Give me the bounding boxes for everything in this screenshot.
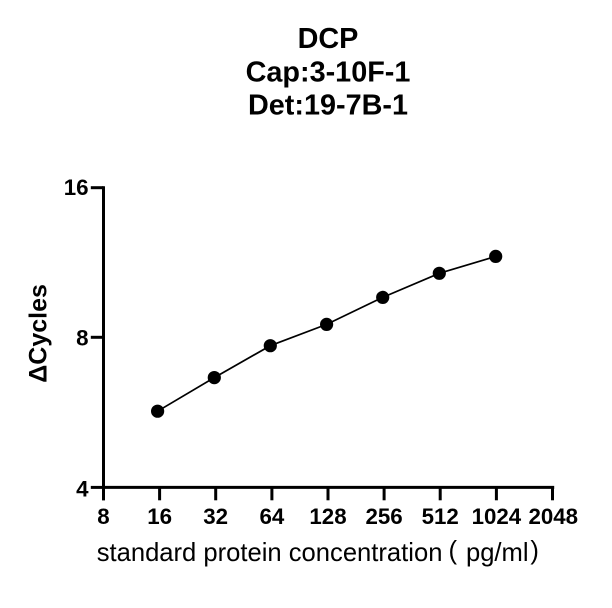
svg-text:DCP: DCP [298, 23, 359, 55]
svg-text:16: 16 [147, 504, 172, 529]
svg-text:8: 8 [97, 504, 109, 529]
svg-text:standard protein concentration: standard protein concentration(pg/ml) [97, 537, 539, 567]
svg-text:256: 256 [365, 504, 402, 529]
svg-text:ΔCycles: ΔCycles [25, 284, 53, 383]
svg-text:1024: 1024 [472, 504, 522, 529]
svg-text:128: 128 [309, 504, 346, 529]
svg-text:Det:19-7B-1: Det:19-7B-1 [248, 90, 408, 122]
svg-text:16: 16 [64, 175, 89, 200]
svg-text:Cap:3-10F-1: Cap:3-10F-1 [246, 56, 411, 88]
svg-text:512: 512 [422, 504, 459, 529]
svg-text:64: 64 [259, 504, 284, 529]
svg-text:2048: 2048 [528, 504, 578, 529]
svg-text:32: 32 [203, 504, 228, 529]
svg-text:4: 4 [76, 477, 89, 502]
svg-text:8: 8 [76, 326, 88, 351]
